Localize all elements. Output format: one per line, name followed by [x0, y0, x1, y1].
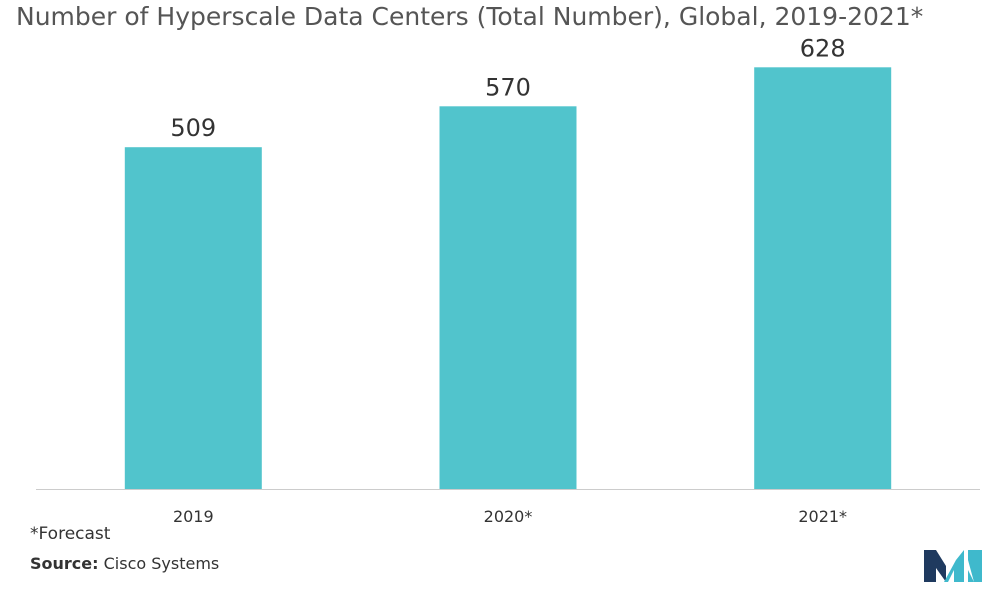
data-label: 570 — [485, 73, 531, 101]
source-text: Cisco Systems — [103, 554, 220, 573]
bar-2019 — [124, 147, 262, 489]
chart-title: Number of Hyperscale Data Centers (Total… — [16, 2, 924, 31]
source-note: Source: Cisco Systems — [30, 554, 219, 573]
data-label: 509 — [170, 114, 216, 142]
bars-layer — [124, 67, 892, 490]
source-label: Source: — [30, 554, 99, 573]
x-tick-label: 2019 — [173, 507, 214, 526]
data-labels-layer: 509 570 628 — [170, 34, 845, 142]
x-tick-label: 2020* — [484, 507, 533, 526]
bar-2021 — [754, 67, 892, 490]
mordor-intelligence-logo-icon — [924, 550, 982, 582]
logo-shape-middle — [944, 550, 964, 582]
logo-shape-right — [968, 550, 982, 582]
x-tick-labels-layer: 2019 2020* 2021* — [173, 507, 847, 526]
data-label: 628 — [800, 34, 846, 62]
footnote: *Forecast — [30, 524, 111, 544]
bar-2020 — [439, 106, 577, 490]
logo-shape-left — [924, 550, 946, 582]
x-tick-label: 2021* — [798, 507, 847, 526]
